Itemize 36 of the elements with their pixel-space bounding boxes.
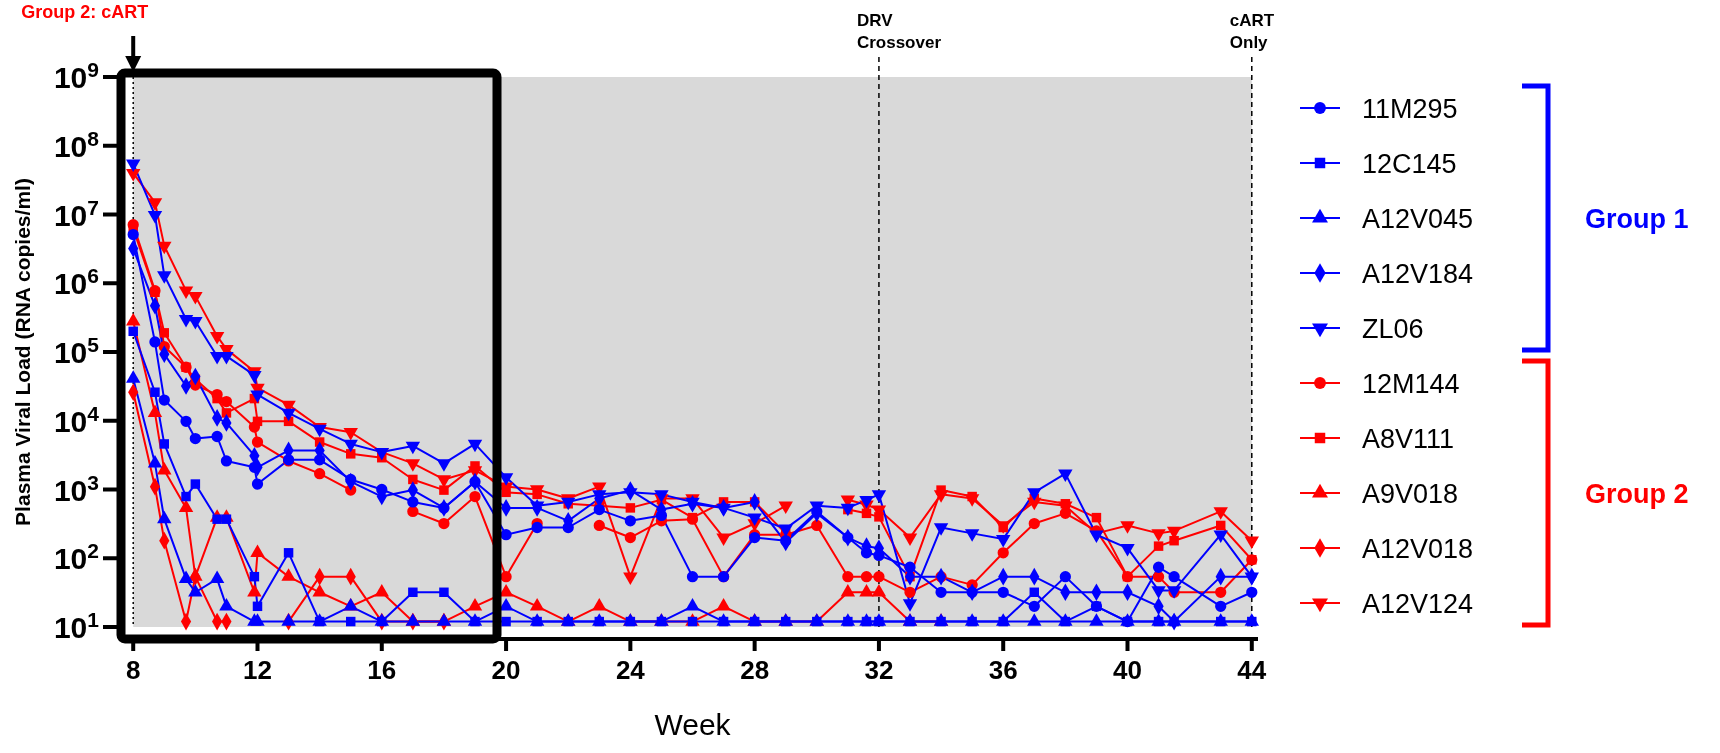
legend-label: 12M144	[1362, 369, 1460, 399]
text: Group 1	[1585, 204, 1689, 234]
x-tick-label: 12	[243, 655, 272, 685]
ref-line-label: DRV Crossover	[856, 11, 942, 52]
x-tick-label: 16	[367, 655, 397, 685]
y-tick-label: 10$^{7}$	[53, 195, 99, 232]
y-tick-label: 10$^{3}$	[53, 470, 99, 507]
text: Group 2: cART	[21, 2, 149, 22]
ref-line-label: cART Only	[1229, 11, 1275, 52]
y-axis-title: Plasma Viral Load (RNA copies/ml)	[11, 178, 34, 526]
y-tick-label: 10$^{9}$	[53, 57, 99, 94]
legend-label: A12V124	[1362, 589, 1474, 619]
x-tick-label: 24	[615, 655, 646, 685]
y-tick-label: 10$^{6}$	[53, 263, 99, 301]
y-tick-label: 10$^{2}$	[53, 538, 99, 576]
legend-label: 12C145	[1362, 149, 1457, 179]
x-tick-label: 8	[125, 655, 141, 685]
y-tick-label: 10$^{8}$	[53, 126, 100, 163]
legend-label: 11M295	[1362, 94, 1458, 124]
text: Group 2	[1585, 479, 1689, 509]
y-tick-label: 10$^{4}$	[53, 401, 100, 438]
legend-label: A12V184	[1362, 259, 1474, 289]
legend-label: A12V045	[1362, 204, 1474, 234]
y-tick-label: 10$^{1}$	[53, 607, 100, 644]
x-tick-label: 36	[988, 655, 1018, 685]
x-tick-label: 20	[491, 655, 521, 685]
legend-label: A12V018	[1362, 534, 1474, 564]
legend-label: A8V111	[1362, 424, 1455, 454]
legend-label: ZL06	[1362, 314, 1424, 344]
y-tick-label: 10$^{5}$	[53, 332, 100, 369]
x-tick-label: 32	[864, 655, 894, 685]
x-tick-label: 44	[1237, 655, 1267, 685]
x-axis-title: Week	[654, 708, 732, 741]
legend-label: A9V018	[1362, 479, 1459, 509]
x-tick-label: 28	[740, 655, 770, 685]
x-tick-label: 40	[1113, 655, 1142, 685]
